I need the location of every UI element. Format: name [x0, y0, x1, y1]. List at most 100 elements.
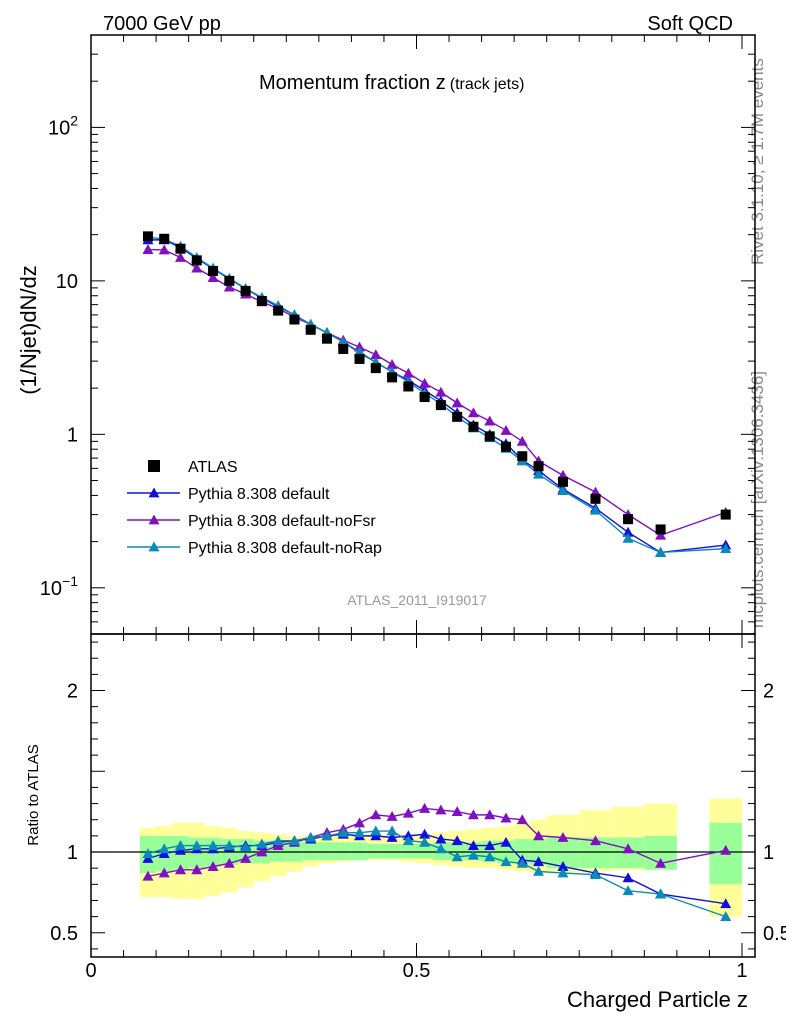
- ratio-point-pythia-8-308-default-norap: [191, 840, 203, 850]
- ratio-point-pythia-8-308-default-norap: [622, 885, 634, 896]
- point-pythia-8-308-default-norap: [655, 546, 667, 557]
- ratio-y-axis-label: Ratio to ATLAS: [25, 744, 42, 845]
- point-atlas: [533, 461, 544, 472]
- ratio-point-pythia-8-308-default-norap: [516, 857, 528, 868]
- x-tick-label: 0: [85, 960, 96, 982]
- legend-marker-atlas: [148, 460, 160, 472]
- legend-marker: [148, 514, 160, 525]
- ratio-point-pythia-8-308-default-nofsr: [223, 857, 235, 868]
- main-plot-title: Momentum fraction z (track jets): [259, 72, 524, 94]
- point-pythia-8-308-default-norap: [337, 336, 349, 347]
- point-pythia-8-308-default-nofsr: [175, 251, 187, 262]
- axes: 0 0.5 1 10−1 1 10 102 0.5 0.5 1 1 2 2: [40, 34, 786, 982]
- point-atlas: [435, 400, 446, 411]
- ratio-point-pythia-8-308-default-nofsr: [622, 843, 634, 854]
- point-atlas: [354, 353, 365, 364]
- ratio-point-pythia-8-308-default-norap: [484, 851, 496, 862]
- point-pythia-8-308-default-norap: [622, 532, 634, 543]
- point-atlas: [191, 255, 202, 266]
- point-atlas: [720, 509, 731, 520]
- ratio-point-pythia-8-308-default-norap: [435, 843, 447, 854]
- ratio-point-pythia-8-308-default-norap: [223, 840, 235, 850]
- point-atlas: [452, 411, 463, 422]
- main-y-tick-label: 10−1: [40, 573, 78, 600]
- ratio-point-pythia-8-308-default-norap: [321, 830, 333, 841]
- ratio-point-pythia-8-308-default-nofsr: [158, 867, 170, 878]
- point-atlas: [208, 265, 219, 276]
- ratio-point-pythia-8-308-default-nofsr: [655, 857, 667, 868]
- point-pythia-8-308-default-norap: [533, 468, 545, 479]
- ratio-point-pythia-8-308-default: [622, 872, 634, 883]
- header-right: Soft QCD: [647, 13, 733, 35]
- point-atlas: [655, 524, 666, 535]
- ratio-point-pythia-8-308-default: [533, 856, 545, 867]
- point-atlas: [468, 421, 479, 432]
- main-y-axis-label: (1/Njet)dN/dz: [16, 265, 41, 395]
- legend-label: Pythia 8.308 default-noRap: [188, 540, 382, 557]
- legend-label: Pythia 8.308 default-noFsr: [188, 513, 376, 530]
- ratio-point-pythia-8-308-default-nofsr: [484, 809, 496, 820]
- ratio-y-tick-label-left: 0.5: [50, 923, 78, 945]
- point-pythia-8-308-default-nofsr: [207, 272, 219, 283]
- ratio-point-pythia-8-308-default-nofsr: [402, 807, 414, 818]
- point-pythia-8-308-default-nofsr: [223, 281, 235, 292]
- ratio-point-pythia-8-308-default-norap: [402, 835, 414, 846]
- ratio-point-pythia-8-308-default: [451, 835, 463, 846]
- ratio-point-pythia-8-308-default: [386, 831, 398, 842]
- ratio-point-pythia-8-308-default-norap: [451, 851, 463, 862]
- ratio-point-pythia-8-308-default-norap: [256, 838, 268, 849]
- mcplots-reference-label: mcplots.cern.ch [arXiv:1306.3436]: [748, 371, 767, 628]
- ratio-point-pythia-8-308-default: [419, 828, 431, 839]
- point-pythia-8-308-default-nofsr: [142, 244, 154, 254]
- point-atlas: [403, 381, 414, 392]
- ratio-point-pythia-8-308-default: [484, 840, 496, 850]
- ratio-y-tick-label-right: 0.5: [763, 923, 786, 945]
- point-atlas: [305, 324, 316, 335]
- ratio-point-pythia-8-308-default-norap: [142, 848, 154, 859]
- stat-uncertainty-band: [302, 842, 319, 861]
- ratio-point-pythia-8-308-default: [720, 898, 732, 909]
- ratio-point-pythia-8-308-default: [435, 833, 447, 844]
- point-pythia-8-308-default-norap: [557, 485, 569, 495]
- header-left: 7000 GeV pp: [103, 13, 221, 35]
- ratio-y-tick-label-left: 2: [67, 681, 78, 703]
- legend: ATLAS Pythia 8.308 default Pythia 8.308 de…: [127, 459, 382, 557]
- ratio-point-pythia-8-308-default-norap: [419, 836, 431, 847]
- ratio-point-pythia-8-308-default-norap: [158, 843, 170, 854]
- ratio-point-pythia-8-308-default-nofsr: [500, 812, 512, 823]
- ratio-plot-frame: [90, 633, 756, 958]
- main-plot-series: [142, 231, 732, 557]
- ratio-point-pythia-8-308-default-nofsr: [467, 809, 479, 820]
- ratio-point-pythia-8-308-default: [467, 840, 479, 850]
- ratio-point-pythia-8-308-default-nofsr: [590, 835, 602, 846]
- main-y-tick-label: 10: [56, 271, 78, 293]
- point-pythia-8-308-default-nofsr: [516, 435, 528, 446]
- legend-label: Pythia 8.308 default: [188, 486, 330, 503]
- ratio-point-pythia-8-308-default-nofsr: [142, 870, 154, 881]
- point-atlas: [338, 343, 349, 354]
- ratio-y-tick-label-right: 1: [763, 842, 774, 864]
- stat-uncertainty-band: [449, 842, 466, 861]
- point-atlas: [289, 314, 300, 325]
- point-pythia-8-308-default-nofsr: [451, 397, 463, 408]
- ratio-point-pythia-8-308-default-nofsr: [451, 806, 463, 817]
- ratio-point-pythia-8-308-default-norap: [207, 840, 219, 850]
- stat-uncertainty-band: [416, 843, 433, 859]
- point-pythia-8-308-default-nofsr: [655, 529, 667, 540]
- point-pythia-8-308-default-nofsr: [370, 349, 382, 360]
- point-pythia-8-308-default-nofsr: [419, 377, 431, 388]
- ratio-point-pythia-8-308-default-norap: [386, 825, 398, 836]
- ratio-point-pythia-8-308-default-norap: [370, 825, 382, 836]
- ratio-point-pythia-8-308-default-norap: [500, 856, 512, 867]
- point-atlas: [224, 275, 235, 286]
- main-y-tick-label: 1: [67, 424, 78, 446]
- ratio-point-pythia-8-308-default-nofsr: [533, 830, 545, 841]
- ratio-point-pythia-8-308-default-norap: [354, 827, 366, 838]
- ratio-uncertainty-bands: [139, 798, 742, 917]
- point-atlas: [159, 233, 170, 244]
- stat-uncertainty-band: [335, 842, 352, 861]
- ratio-y-tick-label-right: 2: [763, 681, 774, 703]
- stat-uncertainty-band: [351, 842, 368, 861]
- ratio-point-pythia-8-308-default-nofsr: [557, 831, 569, 842]
- legend-marker: [148, 541, 160, 552]
